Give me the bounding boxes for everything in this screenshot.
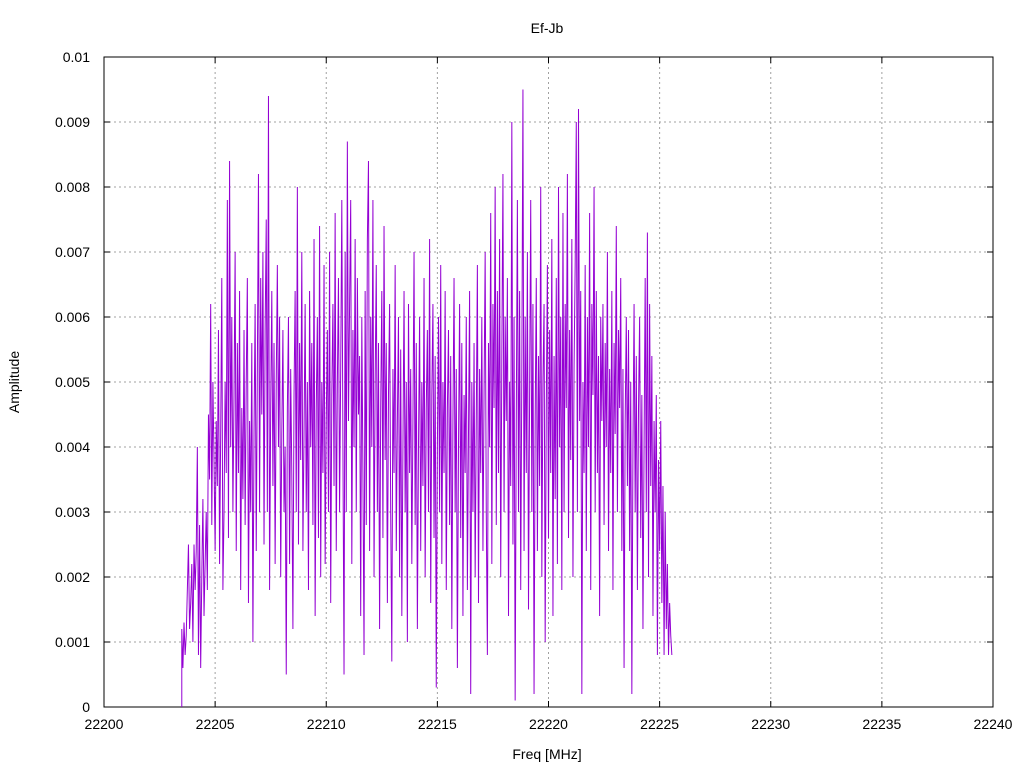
- x-tick-label: 22205: [196, 716, 235, 732]
- x-tick-label: 22235: [862, 716, 901, 732]
- y-tick-label: 0.003: [55, 504, 90, 520]
- grid-lines: [104, 57, 993, 707]
- x-tick-labels: 22200 22205 22210 22215 22220 22225 22230 22235…: [85, 716, 1013, 732]
- x-tick-label: 22210: [307, 716, 346, 732]
- x-tick-label: 22200: [85, 716, 124, 732]
- y-tick-label: 0: [82, 699, 90, 715]
- axis-ticks: [103, 56, 994, 708]
- y-tick-label: 0.007: [55, 244, 90, 260]
- x-tick-label: 22225: [640, 716, 679, 732]
- series-line-amplitude: [181, 89, 673, 707]
- y-tick-label: 0.006: [55, 309, 90, 325]
- chart-title: Ef-Jb: [531, 20, 564, 36]
- y-axis-label: Amplitude: [6, 351, 22, 413]
- y-tick-labels: 0 0.001 0.002 0.003 0.004 0.005 0.006 0.007 0.00…: [55, 49, 90, 715]
- x-axis-label: Freq [MHz]: [512, 746, 581, 762]
- y-tick-label: 0.002: [55, 569, 90, 585]
- y-tick-label: 0.004: [55, 439, 90, 455]
- x-tick-label: 22230: [751, 716, 790, 732]
- y-tick-label: 0.009: [55, 114, 90, 130]
- y-tick-label: 0.001: [55, 634, 90, 650]
- y-tick-label: 0.008: [55, 179, 90, 195]
- y-tick-label: 0.005: [55, 374, 90, 390]
- y-tick-label: 0.01: [63, 49, 90, 65]
- x-tick-label: 22240: [974, 716, 1013, 732]
- x-tick-label: 22220: [529, 716, 568, 732]
- x-tick-label: 22215: [418, 716, 457, 732]
